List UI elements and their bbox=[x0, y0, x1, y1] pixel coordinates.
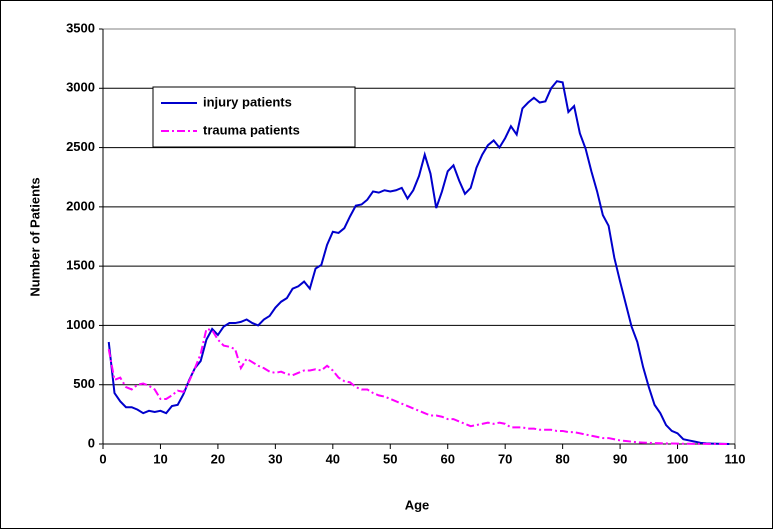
x-tick-label: 80 bbox=[555, 451, 569, 466]
x-tick-label: 60 bbox=[440, 451, 454, 466]
x-tick-label: 10 bbox=[153, 451, 167, 466]
y-tick-label: 1500 bbox=[66, 258, 95, 273]
y-tick-label: 3000 bbox=[66, 80, 95, 95]
x-tick-label: 20 bbox=[211, 451, 225, 466]
y-tick-label: 2500 bbox=[66, 139, 95, 154]
y-tick-label: 2000 bbox=[66, 198, 95, 213]
x-tick-label: 0 bbox=[99, 451, 106, 466]
y-tick-label: 3500 bbox=[66, 20, 95, 35]
y-axis-title: Number of Patients bbox=[27, 177, 42, 296]
y-tick-label: 500 bbox=[73, 376, 95, 391]
series-line bbox=[107, 327, 730, 445]
x-tick-label: 70 bbox=[498, 451, 512, 466]
x-tick-label: 40 bbox=[326, 451, 340, 466]
x-tick-label: 100 bbox=[667, 451, 689, 466]
x-axis-title: Age bbox=[405, 497, 430, 512]
x-tick-label: 110 bbox=[725, 451, 746, 466]
series-line bbox=[107, 80, 730, 445]
x-tick-label: 50 bbox=[383, 451, 397, 466]
legend-box bbox=[152, 86, 356, 148]
x-tick-label: 30 bbox=[268, 451, 282, 466]
x-tick-label: 90 bbox=[613, 451, 627, 466]
legend-label: injury patients bbox=[203, 94, 292, 109]
y-tick-label: 1000 bbox=[66, 317, 95, 332]
legend-label: trauma patients bbox=[203, 122, 300, 137]
y-tick-label: 0 bbox=[88, 435, 95, 450]
